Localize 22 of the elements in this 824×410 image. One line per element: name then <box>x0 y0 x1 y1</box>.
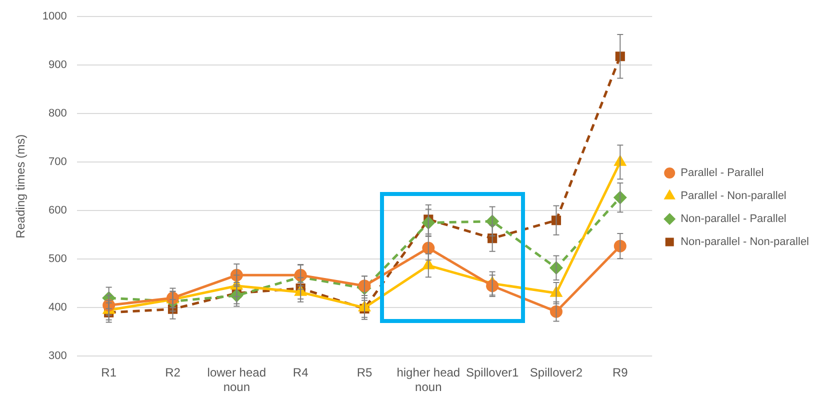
x-tick-label: R4 <box>292 366 309 380</box>
y-axis-title: Reading times (ms) <box>14 134 28 238</box>
x-tick-label: R9 <box>612 366 628 380</box>
y-tick-label: 1000 <box>42 10 67 23</box>
x-tick-label: lower head noun <box>207 366 266 394</box>
x-tick-label: R5 <box>356 366 372 380</box>
x-tick-label: Spillover2 <box>530 366 583 380</box>
x-tick-label: Spillover1 <box>466 366 519 380</box>
legend-label: Parallel - Non-parallel <box>680 190 786 202</box>
y-tick-label: 500 <box>48 253 67 266</box>
x-tick-label: R2 <box>165 366 181 380</box>
y-tick-label: 800 <box>48 108 67 120</box>
legend-label: Non-parallel - Non-parallel <box>680 236 809 248</box>
y-tick-label: 300 <box>48 350 67 362</box>
x-tick-label: R1 <box>101 366 117 380</box>
y-tick-label: 700 <box>48 156 67 168</box>
x-tick-label: higher head noun <box>396 366 460 394</box>
y-tick-label: 900 <box>48 59 67 72</box>
y-tick-label: 600 <box>48 204 67 217</box>
legend-label: Non-parallel - Parallel <box>680 213 786 226</box>
legend-label: Parallel - Parallel <box>680 167 764 180</box>
y-tick-label: 400 <box>48 302 67 314</box>
